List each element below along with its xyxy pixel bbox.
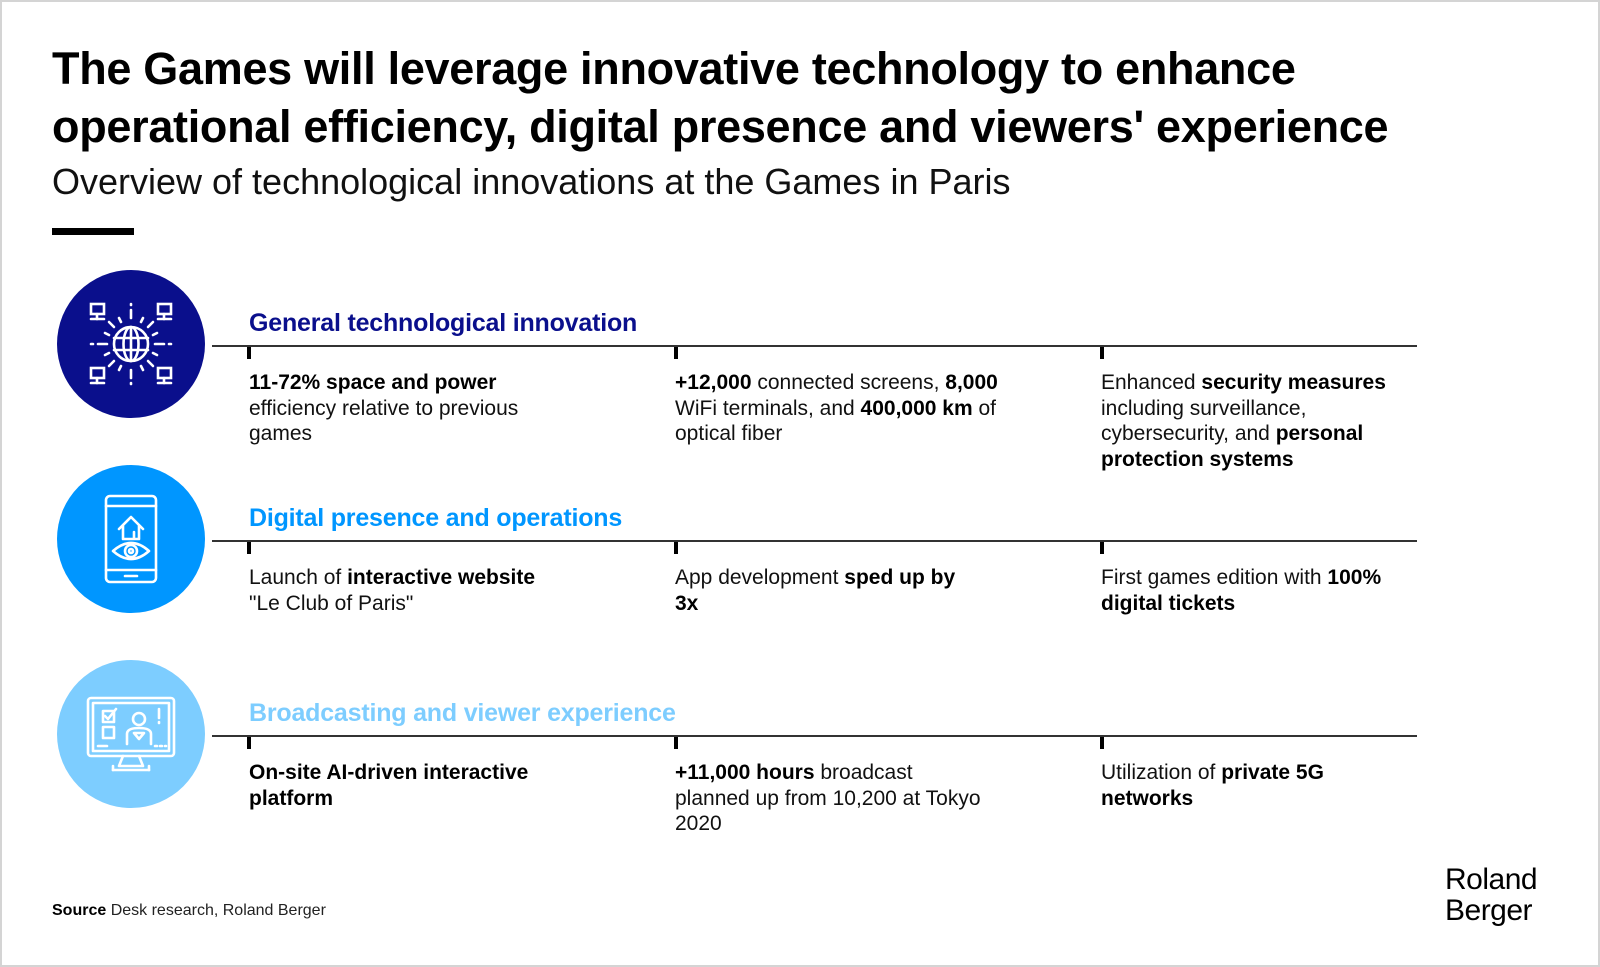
- network-globe-icon: [57, 270, 205, 418]
- fact-emphasis: security measures: [1201, 371, 1386, 394]
- section-divider: [212, 540, 1417, 542]
- fact-emphasis: On-site AI-driven interactive platform: [249, 761, 529, 810]
- column-tick: [1100, 347, 1104, 359]
- fact-emphasis: sped up by 3x: [675, 566, 956, 615]
- fact-emphasis: 100% digital tickets: [1101, 566, 1382, 615]
- section-title: Digital presence and operations: [249, 504, 623, 532]
- column-tick: [247, 347, 251, 359]
- fact-text: of optical fiber: [675, 396, 997, 446]
- column-tick: [247, 737, 251, 749]
- fact-text: "Le Club of Paris": [249, 591, 414, 615]
- monitor-presenter-icon: [57, 660, 205, 808]
- section-title: Broadcasting and viewer experience: [249, 699, 676, 727]
- fact-emphasis: personal protection systems: [1101, 422, 1364, 471]
- fact-emphasis: interactive website: [347, 566, 536, 589]
- source-note: Source Desk research, Roland Berger: [52, 902, 326, 920]
- column-tick: [1100, 542, 1104, 554]
- fact-item: Enhanced security measures including sur…: [1101, 370, 1411, 472]
- column-tick: [674, 542, 678, 554]
- fact-text: WiFi terminals, and: [675, 396, 861, 420]
- fact-item: On-site AI-driven interactive platform: [249, 760, 579, 811]
- fact-item: +11,000 hours broadcast planned up from …: [675, 760, 985, 837]
- fact-text: connected screens,: [751, 371, 946, 394]
- fact-emphasis: +11,000 hours: [675, 761, 815, 784]
- fact-text: App development: [675, 566, 845, 589]
- column-tick: [1100, 737, 1104, 749]
- fact-emphasis: +12,000: [675, 371, 752, 394]
- page-subtitle: Overview of technological innovations at…: [52, 161, 1011, 202]
- source-text: Desk research, Roland Berger: [106, 902, 326, 919]
- fact-text: efficiency relative to previous games: [249, 396, 519, 446]
- fact-text: First games edition with: [1101, 566, 1328, 589]
- logo-line-1: Roland: [1445, 863, 1538, 896]
- page-title: The Games will leverage innovative techn…: [52, 40, 1552, 156]
- fact-emphasis: 8,000: [945, 371, 998, 394]
- section-divider: [212, 735, 1417, 737]
- fact-item: 11-72% space and power efficiency relati…: [249, 370, 579, 447]
- title-line-1: The Games will leverage innovative techn…: [52, 43, 1296, 94]
- fact-item: +12,000 connected screens, 8,000 WiFi te…: [675, 370, 1005, 447]
- fact-item: Utilization of private 5G networks: [1101, 760, 1371, 811]
- column-tick: [674, 737, 678, 749]
- fact-text: Launch of: [249, 566, 348, 589]
- accent-bar: [52, 228, 134, 235]
- fact-emphasis: private 5G networks: [1101, 761, 1324, 810]
- fact-item: App development sped up by 3x: [675, 565, 975, 616]
- fact-item: First games edition with 100% digital ti…: [1101, 565, 1401, 616]
- section-divider: [212, 345, 1417, 347]
- column-tick: [247, 542, 251, 554]
- section-title: General technological innovation: [249, 309, 638, 337]
- fact-text: Utilization of: [1101, 761, 1222, 784]
- fact-emphasis: 11-72% space and power: [249, 371, 497, 394]
- source-label: Source: [52, 902, 107, 919]
- smartphone-home-eye-icon: [57, 465, 205, 613]
- fact-text: including surveillance, cybersecurity, a…: [1101, 396, 1307, 446]
- column-tick: [674, 347, 678, 359]
- fact-emphasis: 400,000 km: [860, 396, 973, 420]
- title-line-2: operational efficiency, digital presence…: [52, 101, 1389, 152]
- logo-line-2: Berger: [1445, 894, 1533, 927]
- fact-text: broadcast planned up from 10,200 at Toky…: [675, 761, 981, 835]
- fact-text: Enhanced: [1101, 371, 1202, 394]
- fact-item: Launch of interactive website "Le Club o…: [249, 565, 559, 616]
- roland-berger-logo: Roland Berger: [1445, 863, 1538, 927]
